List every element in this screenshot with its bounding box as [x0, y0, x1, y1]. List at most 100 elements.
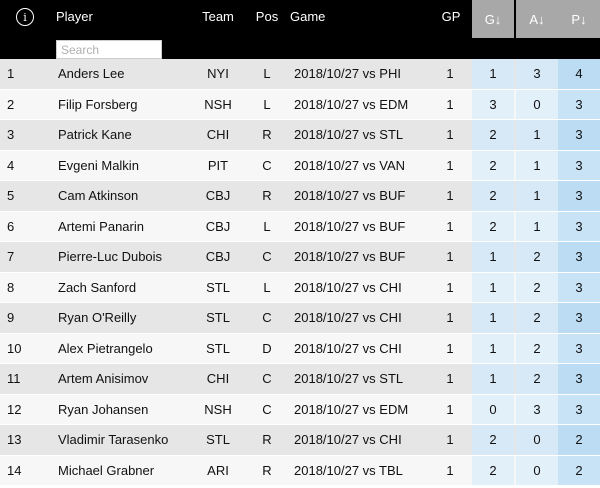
- column-header-goals-sort[interactable]: G↓: [472, 0, 514, 38]
- points-cell: 4: [558, 59, 600, 89]
- games-played-cell: 1: [446, 462, 454, 478]
- rank-cell: 6: [7, 218, 15, 234]
- assists-cell: 0: [516, 425, 558, 455]
- position-cell: R: [262, 127, 272, 143]
- team-cell: CHI: [206, 371, 230, 387]
- table-row[interactable]: 5 Cam Atkinson CBJ R 2018/10/27 vs BUF 1 2 1 3: [0, 181, 600, 212]
- assists-cell: 0: [516, 455, 558, 485]
- table-row[interactable]: 13 Vladimir Tarasenko STL R 2018/10/27 vs CH…: [0, 425, 600, 456]
- team-cell: CBJ: [205, 218, 231, 234]
- table-row[interactable]: 1 Anders Lee NYI L 2018/10/27 vs PHI 1 1 3 4: [0, 59, 600, 90]
- goals-cell: 2: [472, 150, 514, 180]
- position-cell: L: [263, 279, 271, 295]
- goals-cell: 2: [472, 455, 514, 485]
- rank-cell: 5: [7, 188, 15, 204]
- column-header-pos[interactable]: Pos: [255, 9, 279, 24]
- rank-cell: 1: [7, 66, 15, 82]
- rank-cell: 10: [7, 340, 22, 356]
- rank-cell: 8: [7, 279, 15, 295]
- player-name-cell: Vladimir Tarasenko: [58, 432, 169, 448]
- assists-cell: 3: [516, 59, 558, 89]
- rank-cell: 13: [7, 432, 22, 448]
- column-header-points-sort[interactable]: P↓: [558, 0, 600, 38]
- game-cell: 2018/10/27 vs STL: [294, 127, 404, 143]
- rank-cell: 2: [7, 96, 15, 112]
- column-header-game[interactable]: Game: [290, 9, 326, 24]
- goals-cell: 1: [472, 333, 514, 363]
- rank-cell: 9: [7, 310, 15, 326]
- game-cell: 2018/10/27 vs CHI: [294, 340, 402, 356]
- goals-cell: 0: [472, 394, 514, 424]
- table-row[interactable]: 10 Alex Pietrangelo STL D 2018/10/27 vs CHI 1…: [0, 333, 600, 364]
- team-cell: STL: [206, 310, 230, 326]
- points-cell: 3: [558, 242, 600, 272]
- table-row[interactable]: 11 Artem Anisimov CHI C 2018/10/27 vs STL 1 1 2…: [0, 364, 600, 395]
- assists-cell: 1: [516, 120, 558, 150]
- position-cell: L: [263, 218, 271, 234]
- goals-cell: 2: [472, 425, 514, 455]
- rank-cell: 11: [7, 371, 21, 387]
- goals-cell: 1: [472, 242, 514, 272]
- assists-cell: 1: [516, 181, 558, 211]
- assists-cell: 0: [516, 89, 558, 119]
- team-cell: STL: [206, 432, 230, 448]
- rank-cell: 3: [7, 127, 15, 143]
- table-row[interactable]: 7 Pierre-Luc Dubois CBJ C 2018/10/27 vs BUF 1…: [0, 242, 600, 273]
- goals-cell: 2: [472, 120, 514, 150]
- team-cell: PIT: [207, 157, 229, 173]
- points-cell: 3: [558, 181, 600, 211]
- assists-cell: 2: [516, 364, 558, 394]
- rank-cell: 7: [7, 249, 15, 265]
- game-cell: 2018/10/27 vs BUF: [294, 188, 406, 204]
- column-header-team[interactable]: Team: [202, 9, 234, 24]
- team-cell: NSH: [204, 401, 232, 417]
- game-cell: 2018/10/27 vs VAN: [294, 157, 406, 173]
- team-cell: STL: [206, 279, 230, 295]
- team-cell: CBJ: [205, 249, 231, 265]
- position-cell: L: [263, 66, 271, 82]
- search-input[interactable]: [56, 40, 162, 59]
- goals-cell: 1: [472, 364, 514, 394]
- game-cell: 2018/10/27 vs TBL: [294, 462, 403, 478]
- info-icon[interactable]: i: [16, 8, 34, 26]
- points-cell: 3: [558, 89, 600, 119]
- points-cell: 3: [558, 303, 600, 333]
- games-played-cell: 1: [446, 66, 454, 82]
- assists-cell: 2: [516, 333, 558, 363]
- game-cell: 2018/10/27 vs EDM: [294, 401, 409, 417]
- player-name-cell: Artemi Panarin: [58, 218, 144, 234]
- team-cell: STL: [206, 340, 230, 356]
- column-header-player[interactable]: Player: [56, 9, 93, 24]
- table-row[interactable]: 2 Filip Forsberg NSH L 2018/10/27 vs EDM 1 3 0 3: [0, 89, 600, 120]
- points-cell: 3: [558, 394, 600, 424]
- games-played-cell: 1: [446, 249, 454, 265]
- table-row[interactable]: 4 Evgeni Malkin PIT C 2018/10/27 vs VAN 1 2 1 3: [0, 150, 600, 181]
- table-row[interactable]: 3 Patrick Kane CHI R 2018/10/27 vs STL 1 2 1 3: [0, 120, 600, 151]
- position-cell: C: [262, 371, 272, 387]
- points-cell: 3: [558, 364, 600, 394]
- player-name-cell: Cam Atkinson: [58, 188, 139, 204]
- position-cell: D: [262, 340, 272, 356]
- player-name-cell: Patrick Kane: [58, 127, 132, 143]
- game-cell: 2018/10/27 vs EDM: [294, 96, 409, 112]
- points-cell: 3: [558, 150, 600, 180]
- table-row[interactable]: 6 Artemi Panarin CBJ L 2018/10/27 vs BUF 1 2 1 3: [0, 211, 600, 242]
- goals-cell: 1: [472, 59, 514, 89]
- position-cell: R: [262, 188, 272, 204]
- games-played-cell: 1: [446, 371, 454, 387]
- points-cell: 3: [558, 120, 600, 150]
- games-played-cell: 1: [446, 157, 454, 173]
- player-name-cell: Alex Pietrangelo: [58, 340, 153, 356]
- game-cell: 2018/10/27 vs CHI: [294, 310, 402, 326]
- column-header-gp[interactable]: GP: [441, 9, 461, 24]
- table-row[interactable]: 14 Michael Grabner ARI R 2018/10/27 vs TBL 1 2…: [0, 455, 600, 486]
- column-header-assists-sort[interactable]: A↓: [516, 0, 558, 38]
- table-row[interactable]: 12 Ryan Johansen NSH C 2018/10/27 vs EDM 1 0 3 3: [0, 394, 600, 425]
- position-cell: L: [263, 96, 271, 112]
- games-played-cell: 1: [446, 340, 454, 356]
- assists-cell: 2: [516, 242, 558, 272]
- table-row[interactable]: 8 Zach Sanford STL L 2018/10/27 vs CHI 1 1 2 3: [0, 272, 600, 303]
- table-header: i Player Team Pos Game GP G↓ A↓ P↓: [0, 0, 600, 59]
- games-played-cell: 1: [446, 96, 454, 112]
- table-row[interactable]: 9 Ryan O'Reilly STL C 2018/10/27 vs CHI 1 1 2 3: [0, 303, 600, 334]
